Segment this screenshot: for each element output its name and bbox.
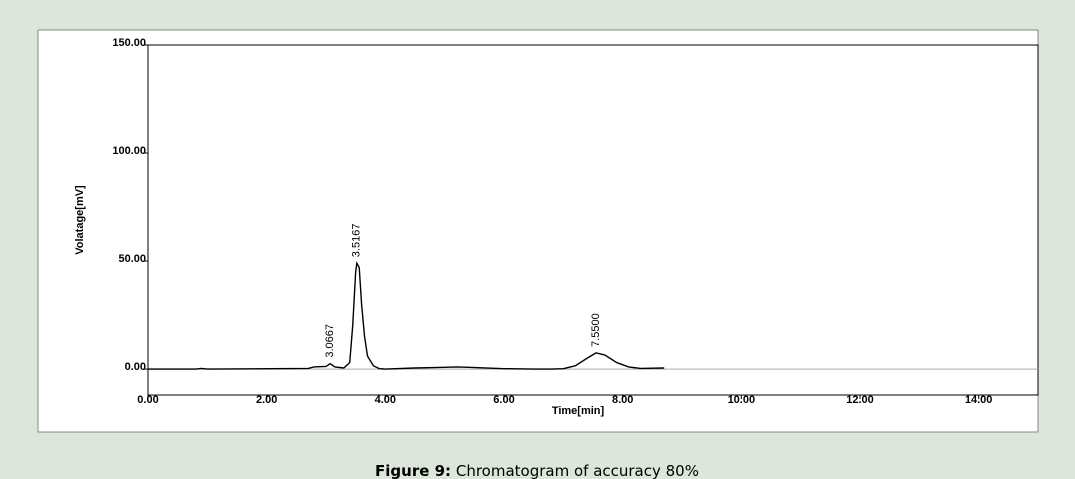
x-tick-label: 10.00	[728, 394, 756, 406]
x-tick-label: 14.00	[965, 394, 993, 406]
caption-label: Figure 9:	[375, 462, 451, 479]
x-tick-label: 8.00	[612, 394, 633, 406]
x-tick-label: 2.00	[256, 394, 277, 406]
plot-frame	[147, 44, 1039, 396]
x-tick-label: 6.00	[493, 394, 514, 406]
peak-label: 3.0667	[324, 324, 336, 358]
caption-text: Chromatogram of accuracy 80%	[456, 462, 699, 479]
caption: Figure 9: Chromatogram of accuracy 80%	[375, 462, 699, 479]
x-axis-label: Time[min]	[552, 405, 605, 417]
y-tick-label: 0.00	[125, 361, 146, 373]
y-tick-label: 50.00	[118, 253, 146, 265]
y-axis-label: Volatage[mV]	[74, 185, 86, 255]
y-tick-label: 100.00	[112, 145, 146, 157]
peak-label: 7.5500	[590, 313, 602, 347]
peak-label: 3.5167	[351, 224, 363, 258]
y-tick-label: 150.00	[112, 37, 146, 49]
x-tick-label: 0.00	[137, 394, 158, 406]
x-tick-label: 4.00	[375, 394, 396, 406]
trace	[148, 261, 665, 370]
figure-panel	[37, 29, 1039, 433]
x-tick-label: 12.00	[846, 394, 874, 406]
